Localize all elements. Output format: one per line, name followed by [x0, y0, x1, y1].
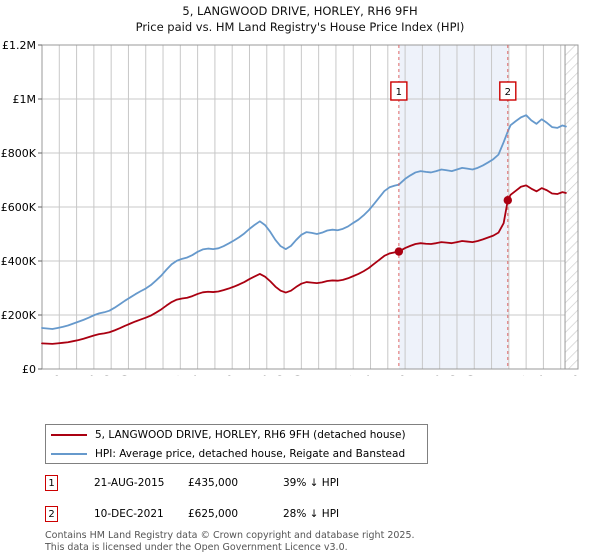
legend-swatch-price-paid [51, 433, 87, 436]
svg-text:2011: 2011 [309, 375, 322, 376]
svg-text:2009: 2009 [274, 375, 287, 376]
svg-text:2016: 2016 [395, 375, 408, 376]
svg-text:2021: 2021 [482, 375, 495, 376]
svg-text:2017: 2017 [412, 375, 425, 376]
footer-line-1: Contains HM Land Registry data © Crown c… [45, 530, 415, 541]
sale-hpi-delta-1: 39% ↓ HPI [283, 477, 340, 489]
svg-text:1995: 1995 [32, 375, 45, 376]
svg-text:2019: 2019 [447, 375, 460, 376]
svg-text:2022: 2022 [499, 375, 512, 376]
sale-date-2: 10-DEC-2021 [94, 508, 164, 520]
sale-marker-badge-1: 1 [45, 475, 58, 491]
legend-item-hpi: HPI: Average price, detached house, Reig… [46, 444, 427, 463]
chart-legend: 5, LANGWOOD DRIVE, HORLEY, RH6 9FH (deta… [45, 424, 428, 464]
svg-text:£200K: £200K [1, 309, 37, 322]
svg-text:1998: 1998 [84, 375, 97, 376]
sale-price-1: £435,000 [188, 477, 239, 489]
svg-text:2000: 2000 [118, 375, 131, 376]
sale-record-row-2: 2 10-DEC-2021 £625,000 28% ↓ HPI [45, 505, 465, 523]
svg-text:2025: 2025 [551, 375, 564, 376]
svg-text:2013: 2013 [343, 375, 356, 376]
chart-title: 5, LANGWOOD DRIVE, HORLEY, RH6 9FH [182, 4, 418, 18]
footer-line-2: This data is licensed under the Open Gov… [45, 541, 348, 553]
price-history-line-chart: 1 2 £0 £200K £400K £600K £800K £1M £1.2M 1995 1996… [1, 39, 581, 376]
copyright-footer: Contains HM Land Registry data © Crown c… [45, 530, 565, 553]
legend-swatch-hpi [51, 452, 87, 455]
sale-hpi-delta-2: 28% ↓ HPI [283, 508, 340, 520]
sale-price-2: £625,000 [188, 508, 239, 520]
legend-label-price-paid: 5, LANGWOOD DRIVE, HORLEY, RH6 9FH (deta… [95, 428, 406, 441]
svg-text:1996: 1996 [49, 375, 62, 376]
svg-text:2010: 2010 [291, 375, 304, 376]
svg-text:£1M: £1M [13, 93, 37, 106]
chart-plot-area: 1 2 £0 £200K £400K £600K £800K £1M £1.2M 1995 1996… [0, 36, 600, 376]
sale-record-row-1: 1 21-AUG-2015 £435,000 39% ↓ HPI [45, 474, 465, 492]
svg-text:2012: 2012 [326, 375, 339, 376]
sale-marker-badge-2: 2 [45, 506, 58, 522]
svg-text:2005: 2005 [205, 375, 218, 376]
svg-text:1999: 1999 [101, 375, 114, 376]
svg-text:2002: 2002 [153, 375, 166, 376]
svg-text:£800K: £800K [1, 147, 37, 160]
page-title: 5, LANGWOOD DRIVE, HORLEY, RH6 9FH Price… [0, 3, 600, 35]
svg-text:£400K: £400K [1, 255, 37, 268]
svg-text:1997: 1997 [67, 375, 80, 376]
legend-item-price-paid: 5, LANGWOOD DRIVE, HORLEY, RH6 9FH (deta… [46, 425, 427, 444]
svg-text:2026: 2026 [568, 375, 581, 376]
chart-subtitle: Price paid vs. HM Land Registry's House … [135, 20, 465, 34]
sale-date-1: 21-AUG-2015 [94, 477, 165, 489]
svg-text:2: 2 [505, 87, 511, 98]
svg-text:2023: 2023 [516, 375, 529, 376]
svg-text:£0: £0 [22, 363, 36, 376]
svg-text:2015: 2015 [378, 375, 391, 376]
svg-text:2001: 2001 [136, 375, 149, 376]
svg-text:2007: 2007 [239, 375, 252, 376]
svg-text:2004: 2004 [188, 375, 201, 376]
svg-text:2003: 2003 [170, 375, 183, 376]
svg-text:2006: 2006 [222, 375, 235, 376]
svg-text:1: 1 [396, 87, 402, 98]
svg-text:2008: 2008 [257, 375, 270, 376]
svg-text:2024: 2024 [533, 375, 546, 376]
legend-label-hpi: HPI: Average price, detached house, Reig… [95, 447, 406, 460]
svg-text:£1.2M: £1.2M [2, 39, 36, 52]
svg-text:2018: 2018 [430, 375, 443, 376]
svg-text:£600K: £600K [1, 201, 37, 214]
svg-text:2020: 2020 [464, 375, 477, 376]
svg-text:2014: 2014 [361, 375, 374, 376]
